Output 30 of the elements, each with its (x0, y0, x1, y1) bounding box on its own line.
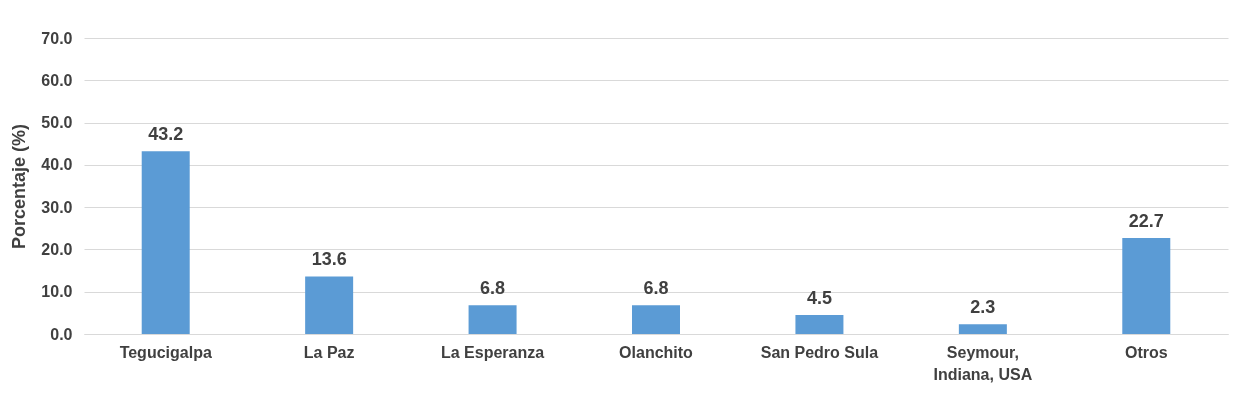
data-label: 2.3 (970, 297, 996, 318)
y-tick-label: 30.0 (41, 198, 73, 216)
data-label: 22.7 (1128, 211, 1164, 232)
y-tick-label: 20.0 (41, 240, 73, 258)
bar (632, 305, 680, 334)
x-tick-label: San Pedro Sula (760, 343, 879, 361)
data-label: 6.8 (643, 278, 669, 299)
bar (305, 276, 354, 334)
data-label: 13.6 (311, 249, 347, 270)
x-tick-label: La Paz (303, 343, 355, 361)
y-tick-label: 70.0 (41, 29, 73, 47)
bar (468, 305, 517, 334)
y-tick-label: 10.0 (41, 283, 73, 301)
y-axis-title: Porcentaje (%) (9, 123, 30, 250)
data-label: 4.5 (806, 287, 832, 308)
y-tick-label: 0.0 (50, 325, 73, 343)
data-label: 6.8 (480, 278, 506, 299)
x-tick-label: Otros (1124, 343, 1168, 361)
x-tick-label: Olanchito (619, 343, 694, 361)
x-tick-label: Tegucigalpa (119, 343, 212, 361)
data-label: 43.2 (148, 124, 184, 145)
x-tick-label: La Esperanza (440, 343, 545, 361)
bar (141, 151, 190, 334)
y-tick-label: 50.0 (41, 114, 73, 132)
bar (958, 324, 1007, 334)
bar (1122, 238, 1171, 334)
y-tick-label: 40.0 (41, 156, 73, 174)
y-tick-label: 60.0 (41, 71, 73, 89)
x-tick-label: Seymour, Indiana, USA (933, 343, 1033, 383)
bar (795, 314, 844, 334)
